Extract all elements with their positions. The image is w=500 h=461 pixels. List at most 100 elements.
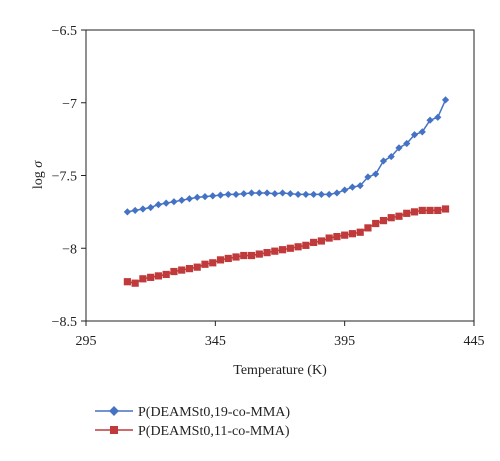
data-point-0 xyxy=(178,196,186,204)
data-point-0 xyxy=(341,186,349,194)
data-point-1 xyxy=(154,272,163,280)
x-tick-label: 345 xyxy=(205,334,226,349)
data-point-0 xyxy=(333,189,341,197)
legend-label-1: P(DEAMSt0,11-co-MMA) xyxy=(138,424,290,439)
data-point-1 xyxy=(147,273,155,281)
data-point-1 xyxy=(341,231,349,239)
data-point-1 xyxy=(271,247,279,255)
legend-marker-1 xyxy=(110,426,118,434)
data-point-0 xyxy=(255,189,263,197)
data-point-0 xyxy=(216,191,225,199)
data-point-0 xyxy=(364,173,372,181)
data-point-0 xyxy=(278,189,287,197)
data-point-1 xyxy=(372,219,380,228)
data-point-0 xyxy=(387,152,395,161)
data-point-0 xyxy=(247,189,256,197)
data-point-1 xyxy=(131,279,139,287)
data-point-0 xyxy=(286,190,294,198)
data-point-0 xyxy=(224,190,232,199)
data-point-1 xyxy=(333,233,341,241)
data-point-0 xyxy=(201,192,209,201)
series-1 xyxy=(123,205,450,287)
data-point-1 xyxy=(418,206,426,215)
y-tick-label: −8.5 xyxy=(52,315,77,330)
data-point-1 xyxy=(216,256,225,264)
data-point-0 xyxy=(379,157,388,165)
data-point-0 xyxy=(325,190,333,199)
data-point-0 xyxy=(395,144,403,152)
data-point-1 xyxy=(387,214,395,222)
x-tick-label: 295 xyxy=(76,334,97,349)
data-point-0 xyxy=(263,189,271,197)
x-tick-label: 445 xyxy=(464,334,485,349)
data-point-1 xyxy=(263,249,271,257)
data-point-1 xyxy=(379,217,388,225)
data-point-1 xyxy=(139,275,147,283)
data-point-1 xyxy=(310,238,318,247)
data-point-0 xyxy=(147,203,155,212)
data-point-0 xyxy=(403,139,411,148)
data-point-0 xyxy=(271,190,279,198)
data-point-0 xyxy=(356,182,364,190)
legend-item-1: P(DEAMSt0,11-co-MMA) xyxy=(95,424,290,439)
series-layer xyxy=(123,96,450,287)
data-point-1 xyxy=(185,265,194,273)
x-axis-title: Temperature (K) xyxy=(233,363,327,378)
y-axis-ticks: −6.5 −7 −7.5 −8 −8.5 xyxy=(52,24,86,330)
data-point-0 xyxy=(185,195,194,203)
data-point-0 xyxy=(232,190,240,199)
data-point-0 xyxy=(294,190,302,199)
data-point-0 xyxy=(317,190,325,199)
data-point-0 xyxy=(123,208,131,216)
data-point-1 xyxy=(278,246,287,254)
data-point-1 xyxy=(201,260,209,268)
data-point-1 xyxy=(356,228,364,236)
data-point-1 xyxy=(302,241,310,249)
data-point-1 xyxy=(123,278,131,286)
data-point-1 xyxy=(294,243,302,251)
data-point-1 xyxy=(224,254,232,263)
data-point-1 xyxy=(395,212,403,220)
legend: P(DEAMSt0,19-co-MMA) P(DEAMSt0,11-co-MMA… xyxy=(95,405,290,439)
x-axis-ticks: 295 345 395 445 xyxy=(76,321,485,349)
x-tick-label: 395 xyxy=(334,334,355,349)
legend-label-0: P(DEAMSt0,19-co-MMA) xyxy=(138,405,290,420)
y-tick-label: −8 xyxy=(62,242,77,257)
data-point-0 xyxy=(426,116,434,124)
data-point-1 xyxy=(247,251,256,260)
y-axis-title-prefix: log xyxy=(31,168,46,189)
data-point-0 xyxy=(310,190,318,199)
data-point-0 xyxy=(434,113,442,121)
data-point-1 xyxy=(178,266,186,274)
data-point-0 xyxy=(348,183,357,191)
data-point-0 xyxy=(441,96,450,104)
data-point-1 xyxy=(286,244,294,252)
data-point-0 xyxy=(418,128,426,136)
plot-frame xyxy=(85,29,475,322)
y-tick-label: −7 xyxy=(62,97,77,112)
data-point-0 xyxy=(131,206,139,215)
data-point-1 xyxy=(410,208,419,216)
data-point-1 xyxy=(209,259,217,267)
data-point-1 xyxy=(193,263,201,271)
legend-item-0: P(DEAMSt0,19-co-MMA) xyxy=(95,405,290,420)
data-point-0 xyxy=(302,190,310,199)
y-axis-title: log σ xyxy=(31,160,46,189)
data-point-1 xyxy=(162,270,170,279)
data-point-1 xyxy=(441,205,450,213)
y-tick-label: −6.5 xyxy=(52,24,77,39)
data-point-1 xyxy=(255,250,263,258)
data-point-1 xyxy=(170,267,178,276)
data-point-0 xyxy=(170,198,178,206)
data-point-0 xyxy=(154,201,163,209)
y-axis-title-symbol: σ xyxy=(31,160,46,168)
data-point-1 xyxy=(317,237,325,245)
y-tick-label: −7.5 xyxy=(52,170,77,185)
data-point-1 xyxy=(434,206,442,215)
data-point-1 xyxy=(325,234,333,242)
data-point-1 xyxy=(364,224,372,232)
legend-marker-0 xyxy=(109,406,119,416)
data-point-0 xyxy=(209,192,217,200)
data-point-1 xyxy=(403,209,411,217)
data-point-1 xyxy=(232,253,240,261)
